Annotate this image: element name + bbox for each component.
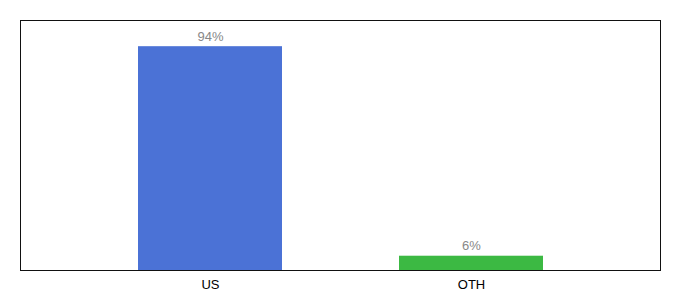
- svg-text:6%: 6%: [462, 238, 481, 253]
- svg-text:OTH: OTH: [458, 277, 485, 292]
- svg-text:US: US: [201, 277, 219, 292]
- svg-text:94%: 94%: [197, 29, 223, 44]
